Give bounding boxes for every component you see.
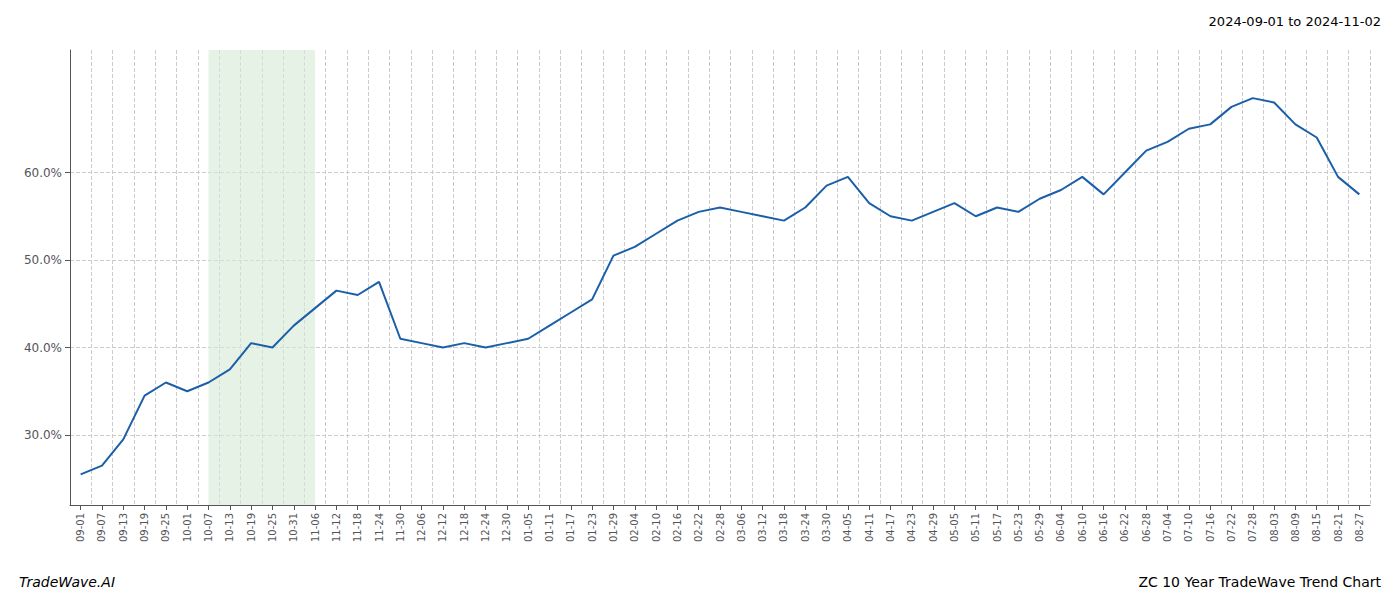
svg-text:06-22: 06-22 <box>1119 513 1130 542</box>
svg-text:04-23: 04-23 <box>906 513 917 542</box>
svg-text:03-06: 03-06 <box>736 513 747 542</box>
svg-text:09-07: 09-07 <box>96 513 107 542</box>
svg-text:06-16: 06-16 <box>1098 513 1109 542</box>
svg-text:11-18: 11-18 <box>352 513 363 542</box>
svg-text:11-06: 11-06 <box>310 513 321 542</box>
svg-text:05-11: 05-11 <box>970 513 981 542</box>
svg-text:09-01: 09-01 <box>75 513 86 542</box>
svg-text:10-07: 10-07 <box>203 513 214 542</box>
svg-text:01-17: 01-17 <box>565 513 576 542</box>
svg-text:08-27: 08-27 <box>1354 513 1365 542</box>
svg-text:11-24: 11-24 <box>374 513 385 542</box>
svg-text:11-30: 11-30 <box>395 513 406 542</box>
svg-text:07-04: 07-04 <box>1162 513 1173 542</box>
svg-text:10-01: 10-01 <box>182 513 193 542</box>
svg-text:07-16: 07-16 <box>1205 513 1216 542</box>
svg-text:11-12: 11-12 <box>331 513 342 542</box>
svg-text:02-04: 02-04 <box>629 513 640 542</box>
svg-text:01-11: 01-11 <box>544 513 555 542</box>
svg-text:05-05: 05-05 <box>949 513 960 542</box>
svg-text:07-28: 07-28 <box>1247 513 1258 542</box>
svg-text:09-13: 09-13 <box>118 513 129 542</box>
svg-text:30.0%: 30.0% <box>24 428 62 442</box>
svg-text:03-18: 03-18 <box>778 513 789 542</box>
svg-text:05-17: 05-17 <box>992 513 1003 542</box>
svg-text:12-18: 12-18 <box>459 513 470 542</box>
svg-text:06-10: 06-10 <box>1077 513 1088 542</box>
svg-text:04-29: 04-29 <box>928 513 939 542</box>
svg-text:09-19: 09-19 <box>139 513 150 542</box>
svg-text:10-19: 10-19 <box>246 513 257 542</box>
svg-text:08-21: 08-21 <box>1333 513 1344 542</box>
svg-text:02-16: 02-16 <box>672 513 683 542</box>
svg-text:12-30: 12-30 <box>501 513 512 542</box>
svg-text:06-04: 06-04 <box>1055 513 1066 542</box>
svg-text:08-15: 08-15 <box>1311 513 1322 542</box>
svg-text:05-23: 05-23 <box>1013 513 1024 542</box>
svg-text:06-28: 06-28 <box>1141 513 1152 542</box>
svg-text:05-29: 05-29 <box>1034 513 1045 542</box>
svg-text:10-31: 10-31 <box>288 513 299 542</box>
svg-text:TradeWave.AI: TradeWave.AI <box>19 574 115 590</box>
svg-text:01-29: 01-29 <box>608 513 619 542</box>
svg-text:12-24: 12-24 <box>480 513 491 542</box>
svg-text:08-09: 08-09 <box>1290 513 1301 542</box>
svg-text:10-25: 10-25 <box>267 513 278 542</box>
svg-text:04-17: 04-17 <box>885 513 896 542</box>
svg-text:04-05: 04-05 <box>842 513 853 542</box>
svg-text:03-24: 03-24 <box>800 513 811 542</box>
svg-text:02-10: 02-10 <box>651 513 662 542</box>
svg-text:50.0%: 50.0% <box>24 253 62 267</box>
svg-text:01-05: 01-05 <box>523 513 534 542</box>
svg-text:12-12: 12-12 <box>437 513 448 542</box>
svg-text:02-28: 02-28 <box>715 513 726 542</box>
svg-text:2024-09-01 to 2024-11-02: 2024-09-01 to 2024-11-02 <box>1209 14 1381 29</box>
svg-text:03-12: 03-12 <box>757 513 768 542</box>
svg-text:09-25: 09-25 <box>160 513 171 542</box>
svg-text:12-06: 12-06 <box>416 513 427 542</box>
svg-text:01-23: 01-23 <box>587 513 598 542</box>
svg-text:04-11: 04-11 <box>864 513 875 542</box>
svg-text:07-10: 07-10 <box>1183 513 1194 542</box>
svg-text:08-03: 08-03 <box>1269 513 1280 542</box>
svg-text:03-30: 03-30 <box>821 513 832 542</box>
svg-text:ZC 10 Year TradeWave Trend Cha: ZC 10 Year TradeWave Trend Chart <box>1138 574 1381 590</box>
svg-text:02-22: 02-22 <box>693 513 704 542</box>
svg-text:07-22: 07-22 <box>1226 513 1237 542</box>
svg-text:40.0%: 40.0% <box>24 341 62 355</box>
svg-text:10-13: 10-13 <box>224 513 235 542</box>
svg-text:60.0%: 60.0% <box>24 166 62 180</box>
